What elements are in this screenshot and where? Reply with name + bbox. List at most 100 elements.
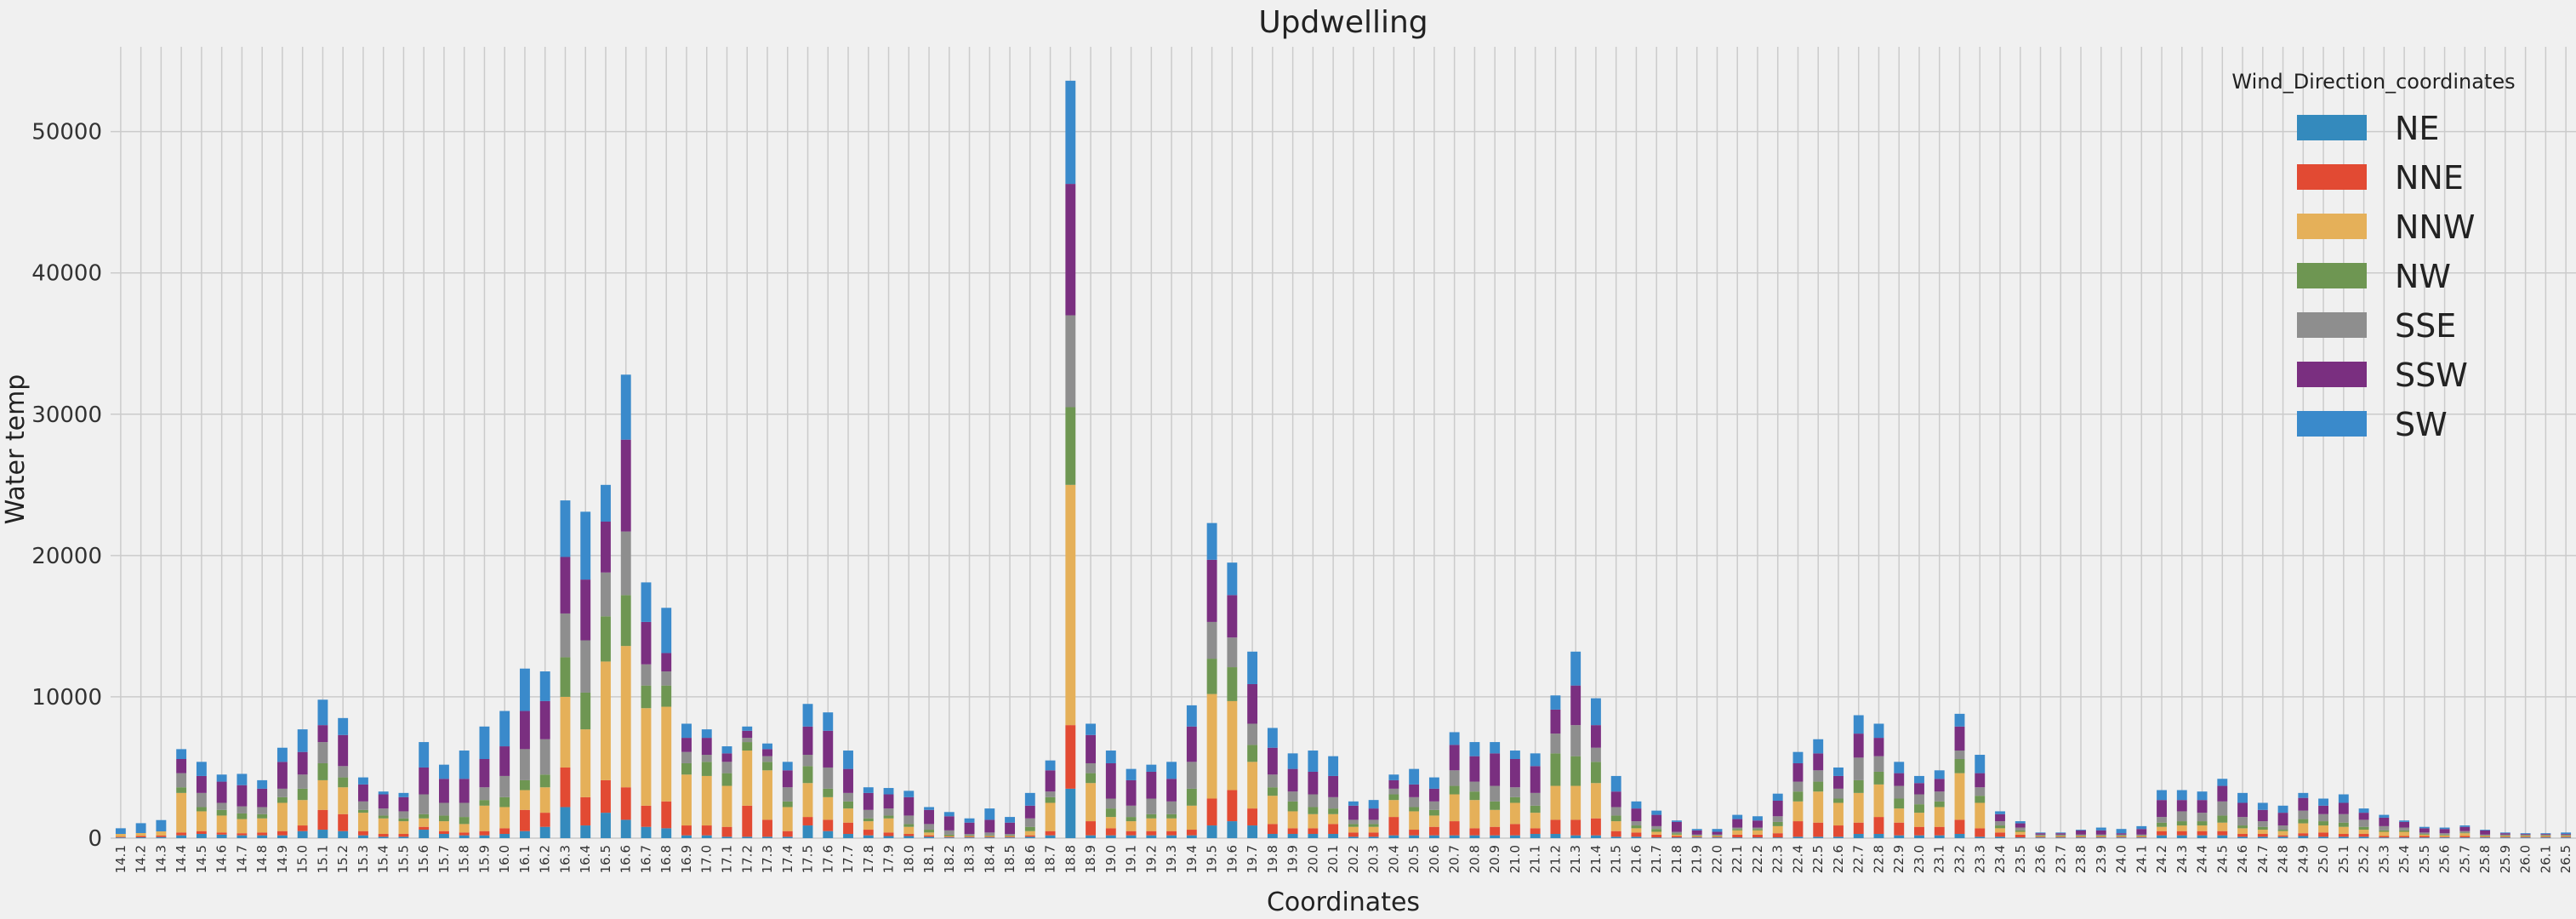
x-tick-label: 25.0 bbox=[2316, 845, 2331, 873]
x-tick-label: 26.5 bbox=[2558, 845, 2573, 873]
bar-segment-nw bbox=[338, 777, 349, 788]
x-tick-label: 22.7 bbox=[1851, 845, 1866, 873]
bar-segment-nne bbox=[2157, 831, 2167, 836]
x-tick-label: 15.7 bbox=[436, 845, 452, 873]
bar-segment-sse bbox=[2399, 827, 2410, 831]
bar-segment-nw bbox=[1954, 759, 1965, 773]
bar-segment-sw bbox=[661, 608, 672, 654]
bar-segment-sse bbox=[1691, 834, 1702, 836]
bar-segment-ne bbox=[1975, 836, 1986, 838]
bar-segment-ne bbox=[1409, 835, 1420, 838]
bar-segment-sw bbox=[1328, 756, 1339, 776]
bar-segment-nne bbox=[135, 836, 146, 838]
bar-segment-ssw bbox=[601, 522, 611, 573]
bar-segment-ssw bbox=[2157, 800, 2167, 818]
bar-segment-ne bbox=[539, 826, 550, 838]
bar-segment-sw bbox=[2076, 830, 2086, 831]
legend-swatch-nne bbox=[2297, 164, 2367, 190]
bar-segment-nne bbox=[2136, 836, 2147, 838]
bar-segment-sse bbox=[499, 775, 510, 797]
x-tick-label: 17.9 bbox=[881, 845, 897, 873]
bar-segment-sw bbox=[2480, 830, 2491, 831]
bar-segment-sse bbox=[2379, 825, 2390, 831]
bar-segment-nne bbox=[357, 831, 368, 836]
bar-segment-ssw bbox=[560, 557, 571, 614]
bar-segment-nw bbox=[459, 817, 470, 825]
bar-segment-ne bbox=[782, 836, 793, 838]
bar-segment-sw bbox=[2419, 826, 2430, 829]
bar-segment-nnw bbox=[1712, 836, 1723, 837]
bar-segment-nne bbox=[1691, 836, 1702, 838]
bar-segment-sw bbox=[1186, 705, 1197, 727]
bar-segment-nnw bbox=[439, 821, 449, 831]
bar-segment-ne bbox=[2015, 837, 2026, 838]
bar-segment-sw bbox=[2298, 792, 2309, 798]
bar-segment-nnw bbox=[2136, 836, 2147, 837]
bar-segment-ne bbox=[338, 831, 349, 838]
bar-segment-nw bbox=[1853, 779, 1864, 793]
bar-segment-nnw bbox=[378, 818, 389, 835]
bar-segment-nw bbox=[924, 830, 934, 833]
bar-segment-ne bbox=[984, 837, 995, 838]
bar-segment-nne bbox=[2459, 836, 2471, 838]
bar-segment-nnw bbox=[237, 819, 248, 834]
bar-segment-nw bbox=[276, 796, 288, 803]
x-tick-label: 16.7 bbox=[638, 845, 653, 873]
bar-segment-nnw bbox=[1186, 805, 1197, 831]
bar-segment-nw bbox=[1792, 791, 1804, 802]
bar-segment-nne bbox=[499, 828, 510, 835]
bar-segment-nne bbox=[1752, 834, 1763, 838]
bar-segment-sse bbox=[2217, 801, 2228, 816]
bar-segment-nw bbox=[1934, 801, 1945, 808]
bar-segment-ne bbox=[843, 834, 853, 838]
bar-segment-ssw bbox=[2217, 785, 2228, 802]
x-tick-label: 22.6 bbox=[1831, 845, 1846, 873]
bar-segment-nw bbox=[1086, 773, 1097, 784]
x-tick-label: 21.3 bbox=[1568, 845, 1583, 873]
bar-segment-ne bbox=[681, 835, 692, 838]
bar-segment-ssw bbox=[176, 759, 187, 773]
bar-segment-ssw bbox=[2499, 833, 2510, 835]
x-tick-label: 16.6 bbox=[618, 845, 634, 873]
bar-segment-nne bbox=[641, 805, 652, 827]
bar-segment-nne bbox=[1428, 826, 1439, 836]
bar-segment-sse bbox=[2318, 813, 2329, 822]
bar-segment-sw bbox=[843, 751, 853, 769]
x-tick-label: 22.4 bbox=[1790, 845, 1805, 873]
bar-segment-nne bbox=[1712, 836, 1723, 838]
bar-segment-sw bbox=[1348, 801, 1359, 806]
bar-segment-sw bbox=[1712, 829, 1723, 832]
bar-segment-nne bbox=[1772, 833, 1783, 838]
bar-segment-ne bbox=[2419, 837, 2430, 838]
x-tick-label: 21.2 bbox=[1547, 845, 1563, 873]
bar-segment-ne bbox=[459, 835, 470, 838]
bar-segment-sse bbox=[2055, 834, 2066, 836]
bar-segment-nnw bbox=[539, 787, 550, 813]
bar-segment-nnw bbox=[1469, 800, 1480, 829]
x-tick-label: 21.1 bbox=[1528, 845, 1543, 873]
bar-segment-sw bbox=[1772, 793, 1783, 801]
bar-segment-nnw bbox=[1954, 773, 1965, 820]
bar-segment-ssw bbox=[943, 816, 955, 831]
bar-segment-nne bbox=[620, 787, 631, 820]
bar-segment-ssw bbox=[2136, 829, 2147, 835]
bar-segment-nne bbox=[802, 817, 813, 826]
bar-segment-ssw bbox=[479, 759, 490, 788]
bar-segment-sw bbox=[1024, 792, 1035, 806]
bar-segment-sw bbox=[1509, 751, 1520, 759]
bar-segment-ne bbox=[2095, 837, 2106, 838]
bar-segment-sw bbox=[1227, 562, 1238, 596]
x-tick-label: 25.6 bbox=[2437, 845, 2453, 873]
bar-segment-sse bbox=[520, 749, 530, 780]
bar-segment-ssw bbox=[1126, 779, 1137, 806]
bar-segment-nnw bbox=[2439, 835, 2450, 837]
bar-segment-sse bbox=[2015, 827, 2026, 831]
bar-segment-sse bbox=[1509, 787, 1520, 797]
bar-segment-ssw bbox=[681, 738, 692, 752]
bar-segment-nne bbox=[1570, 819, 1582, 836]
bar-segment-sse bbox=[237, 806, 248, 813]
bar-segment-nnw bbox=[196, 811, 207, 831]
bar-segment-ssw bbox=[1509, 759, 1520, 788]
bar-segment-nnw bbox=[863, 821, 874, 831]
bar-segment-sse bbox=[378, 808, 389, 816]
